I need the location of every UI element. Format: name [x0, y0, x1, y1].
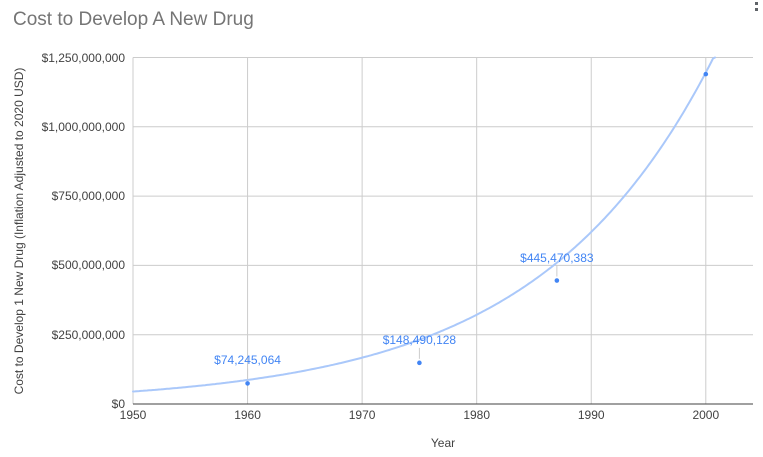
chart-title: Cost to Develop A New Drug — [13, 9, 254, 30]
trendline-path — [132, 56, 716, 393]
data-point[interactable] — [554, 278, 560, 283]
y-tick-label: $250,000,000 — [51, 327, 125, 342]
data-point-label: $74,245,064 — [214, 353, 281, 368]
x-tick-label: 1950 — [119, 408, 147, 422]
x-tick-label: 1960 — [234, 408, 261, 422]
x-tick-label: 1990 — [577, 408, 605, 422]
more-options-icon[interactable] — [755, 2, 759, 14]
x-tick-label: 1980 — [463, 408, 491, 422]
data-point[interactable] — [703, 71, 709, 77]
kebab-dot — [755, 2, 758, 5]
y-tick-label: $500,000,000 — [51, 258, 125, 273]
data-point[interactable] — [417, 360, 422, 366]
y-tick-label: $1,000,000,000 — [41, 119, 125, 134]
y-tick-label: $0 — [111, 397, 125, 411]
kebab-dot — [755, 8, 758, 11]
y-tick-label: $750,000,000 — [51, 189, 125, 204]
data-point[interactable] — [245, 381, 250, 386]
x-axis-title: Year — [430, 436, 456, 450]
x-tick-label: 2000 — [692, 408, 720, 422]
x-tick-label: 1970 — [348, 408, 376, 422]
data-point-label: $148,490,128 — [382, 332, 457, 347]
data-point-label: $445,470,383 — [520, 250, 594, 265]
y-tick-label: $1,250,000,000 — [41, 50, 125, 65]
